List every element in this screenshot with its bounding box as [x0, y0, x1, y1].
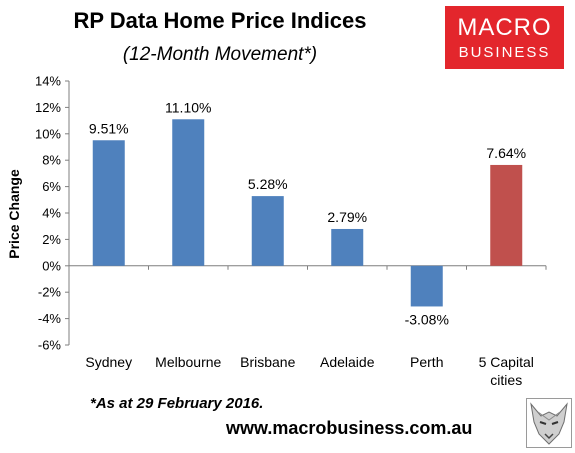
data-label: 11.10%: [165, 99, 211, 115]
data-label: -3.08%: [405, 311, 449, 327]
website-url: www.macrobusiness.com.au: [226, 418, 473, 438]
y-tick-label: 8%: [42, 153, 61, 168]
category-label: Melbourne: [155, 354, 221, 370]
category-label: Adelaide: [320, 354, 375, 370]
bars: [92, 119, 523, 307]
y-tick-label: 2%: [42, 232, 61, 247]
logo-line-2: BUSINESS: [458, 44, 551, 61]
data-label: 2.79%: [327, 209, 367, 225]
macrobusiness-logo: MACRO BUSINESS: [445, 6, 564, 69]
chart-subtitle: (12-Month Movement*): [122, 44, 318, 65]
labels: 14% 12% 10% 8% 6% 4% 2% 0% -2% -4% -6% 9.51% Sydney 1…: [35, 74, 534, 389]
y-tick-label: 0%: [42, 258, 61, 273]
footnote: *As at 29 February 2016.: [90, 395, 264, 412]
y-tick-label: 6%: [42, 179, 61, 194]
y-tick-label: 12%: [35, 100, 61, 115]
data-label: 5.28%: [248, 176, 288, 192]
category-label: Brisbane: [240, 354, 295, 370]
wolf-icon: [526, 398, 572, 448]
bar: [172, 119, 205, 266]
bar: [331, 228, 364, 266]
bar: [251, 196, 284, 266]
bar: [490, 164, 523, 266]
category-label: Perth: [410, 354, 443, 370]
chart-title: RP Data Home Price Indices: [73, 8, 367, 33]
logo-line-1: MACRO: [457, 14, 552, 41]
y-tick-label: 4%: [42, 206, 61, 221]
data-label: 9.51%: [89, 120, 129, 136]
bar: [92, 140, 125, 266]
bar: [410, 265, 443, 307]
data-label: 7.64%: [486, 145, 526, 161]
category-label: Sydney: [85, 354, 132, 370]
category-label: 5 Capital cities: [479, 354, 534, 388]
y-tick-label: -4%: [38, 311, 62, 326]
y-tick-label: 10%: [35, 126, 61, 141]
y-tick-label: -2%: [38, 285, 62, 300]
y-tick-label: -6%: [38, 338, 62, 353]
axes: [65, 80, 547, 346]
y-tick-label: 14%: [35, 74, 61, 89]
y-axis-label: Price Change: [6, 169, 22, 259]
